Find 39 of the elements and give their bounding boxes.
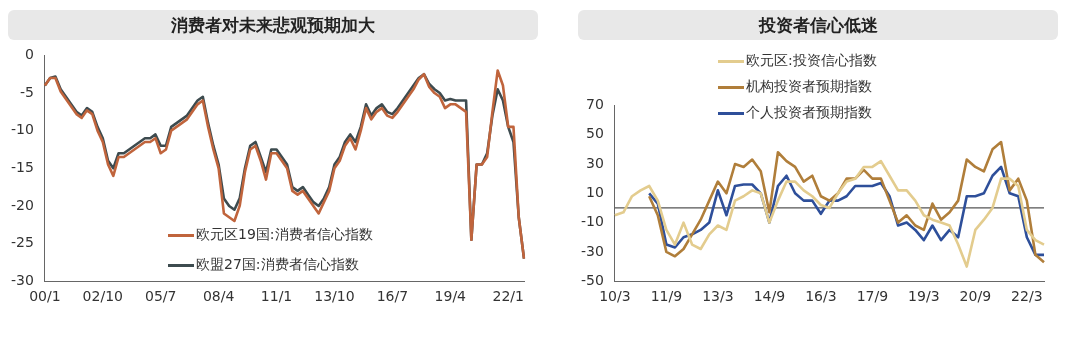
x-tick-label: 00/1 <box>29 288 61 305</box>
x-tick-label: 05/7 <box>144 288 177 305</box>
x-tick-label: 22/1 <box>492 288 524 305</box>
x-tick-label: 19/4 <box>434 288 467 305</box>
y-tick-label: -25 <box>10 234 34 251</box>
y-tick-label: -50 <box>580 271 604 288</box>
legend-label: 机构投资者预期指数 <box>746 78 872 96</box>
y-tick-label: -10 <box>580 213 604 230</box>
legend-label: 欧元区:投资信心指数 <box>746 52 877 70</box>
y-tick-label: -30 <box>580 242 604 259</box>
y-tick-label: 70 <box>586 96 604 113</box>
legend-label: 欧元区19国:消费者信心指数 <box>196 226 373 244</box>
x-tick-label: 16/3 <box>805 288 837 305</box>
x-tick-label: 16/7 <box>376 288 409 305</box>
x-tick-label: 14/9 <box>753 288 786 305</box>
x-tick-label: 20/9 <box>959 288 992 305</box>
y-tick-label: 30 <box>586 154 604 171</box>
legend-label: 个人投资者预期指数 <box>746 104 872 122</box>
x-tick-label: 17/9 <box>856 288 889 305</box>
x-tick-label: 10/3 <box>599 288 631 305</box>
x-tick-label: 11/9 <box>650 288 683 305</box>
y-tick-label: -30 <box>10 271 34 288</box>
y-tick-label: -15 <box>10 158 34 175</box>
y-tick-label: -20 <box>10 196 34 213</box>
x-tick-label: 22/3 <box>1011 288 1043 305</box>
y-tick-label: 10 <box>586 183 604 200</box>
x-tick-label: 19/3 <box>908 288 940 305</box>
x-tick-label: 13/10 <box>314 288 355 305</box>
y-tick-label: 50 <box>586 125 604 142</box>
chart-title: 投资者信心低迷 <box>578 10 1058 40</box>
x-tick-label: 11/1 <box>260 288 293 305</box>
y-tick-label: 0 <box>24 46 34 63</box>
x-tick-label: 13/3 <box>702 288 734 305</box>
legend-label: 欧盟27国:消费者信心指数 <box>196 256 359 274</box>
y-tick-label: -5 <box>19 83 34 100</box>
x-tick-label: 08/4 <box>202 288 235 305</box>
x-tick-label: 02/10 <box>82 288 123 305</box>
y-tick-label: -10 <box>10 121 34 138</box>
chart-title: 消费者对未来悲观预期加大 <box>8 10 538 40</box>
